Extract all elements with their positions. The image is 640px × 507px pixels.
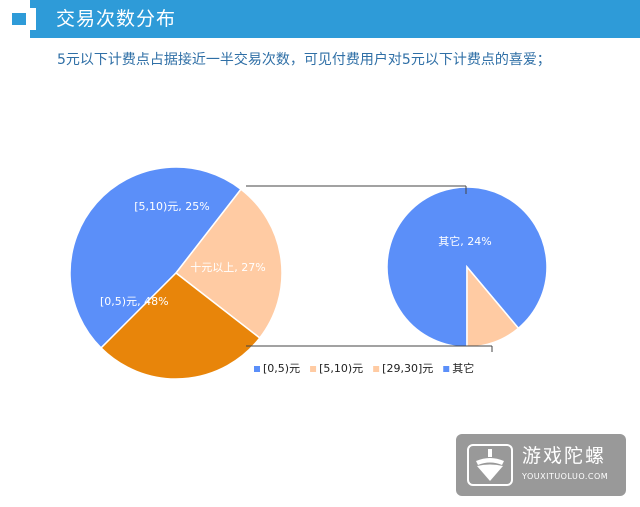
legend-item-5-10-元: [5,10)元 [310,362,363,375]
legend-item-其它: 其它 [443,361,474,375]
data-label-0-5-元: [0,5)元, 48% [100,295,169,308]
slice-0-5-元 [69,166,243,350]
gyroscope-logo-icon [467,444,513,486]
legend-label: 其它 [452,361,474,375]
main-pie [69,166,283,380]
legend: [0,5)元 [5,10)元 [29,30]元 其它 [254,361,474,375]
data-label-十元以上: 十元以上, 27% [190,260,265,274]
connector-lines [246,185,493,352]
data-label-其它: 其它, 24% [438,234,491,248]
watermark: 游戏陀螺 YOUXITUOLUO.COM [456,434,626,496]
slice-十元以上 [99,272,261,380]
data-labels: [0,5)元, 48% [5,10)元, 25% 十元以上, 27% 其它, 24% [100,200,492,308]
legend-item-0-5-元: [0,5)元 [254,362,300,375]
legend-label: [29,30]元 [382,362,433,375]
subtitle: 5元以下计费点占据接近一半交易次数，可见付费用户对5元以下计费点的喜爱； [57,52,551,68]
legend-swatch [254,366,260,372]
legend-swatch [373,366,380,372]
slice-29-30-元 [466,264,520,348]
legend-swatch [443,366,450,372]
data-label-5-10-元: [5,10)元, 25% [134,200,210,213]
logo-icon [0,0,36,38]
page-title: 交易次数分布 [56,8,177,30]
secondary-pie [386,186,548,348]
slice-5-10-元 [174,188,283,340]
header-bar: 交易次数分布 [0,0,640,38]
watermark-name: 游戏陀螺 [522,445,607,467]
legend-label: [0,5)元 [263,362,300,375]
legend-item-29-30-元: [29,30]元 [373,362,433,375]
legend-label: [5,10)元 [319,362,363,375]
legend-swatch [310,366,317,372]
watermark-url: YOUXITUOLUO.COM [522,472,609,481]
